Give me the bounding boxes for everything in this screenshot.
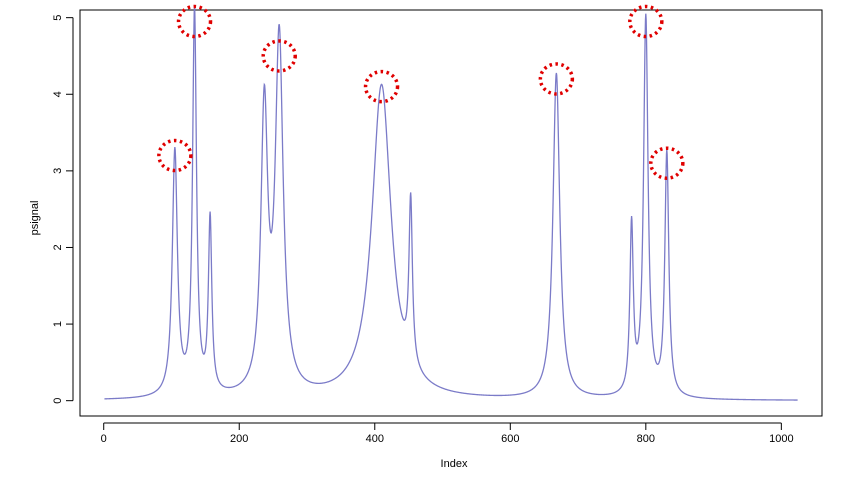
x-tick-label: 200 xyxy=(230,433,248,445)
y-tick-label: 0 xyxy=(52,398,64,404)
series-layer xyxy=(104,5,798,401)
peak-marker xyxy=(176,4,213,39)
x-tick-label: 600 xyxy=(501,433,519,445)
x-tick-label: 1000 xyxy=(769,433,793,445)
y-axis: 0 1 2 3 4 5 xyxy=(52,15,74,404)
peak-markers xyxy=(157,4,685,180)
peak-marker xyxy=(649,146,685,180)
plot-box xyxy=(79,9,823,417)
peak-marker xyxy=(538,62,575,96)
peak-marker xyxy=(628,4,664,39)
y-tick-label: 4 xyxy=(52,91,64,97)
y-axis-title: psignal xyxy=(29,201,41,236)
peak-marker xyxy=(157,138,193,173)
x-tick-label: 0 xyxy=(101,433,107,445)
x-axis-title: Index xyxy=(441,458,468,470)
series-line xyxy=(104,5,798,401)
y-tick-label: 3 xyxy=(52,168,64,174)
peak-marker xyxy=(363,69,400,104)
x-axis: 0 200 400 600 800 1000 xyxy=(101,422,794,445)
y-tick-label: 1 xyxy=(52,321,64,327)
y-tick-label: 2 xyxy=(52,244,64,250)
x-tick-label: 400 xyxy=(366,433,384,445)
peak-marker xyxy=(261,39,297,73)
x-tick-label: 800 xyxy=(637,433,655,445)
y-tick-label: 5 xyxy=(52,15,64,21)
